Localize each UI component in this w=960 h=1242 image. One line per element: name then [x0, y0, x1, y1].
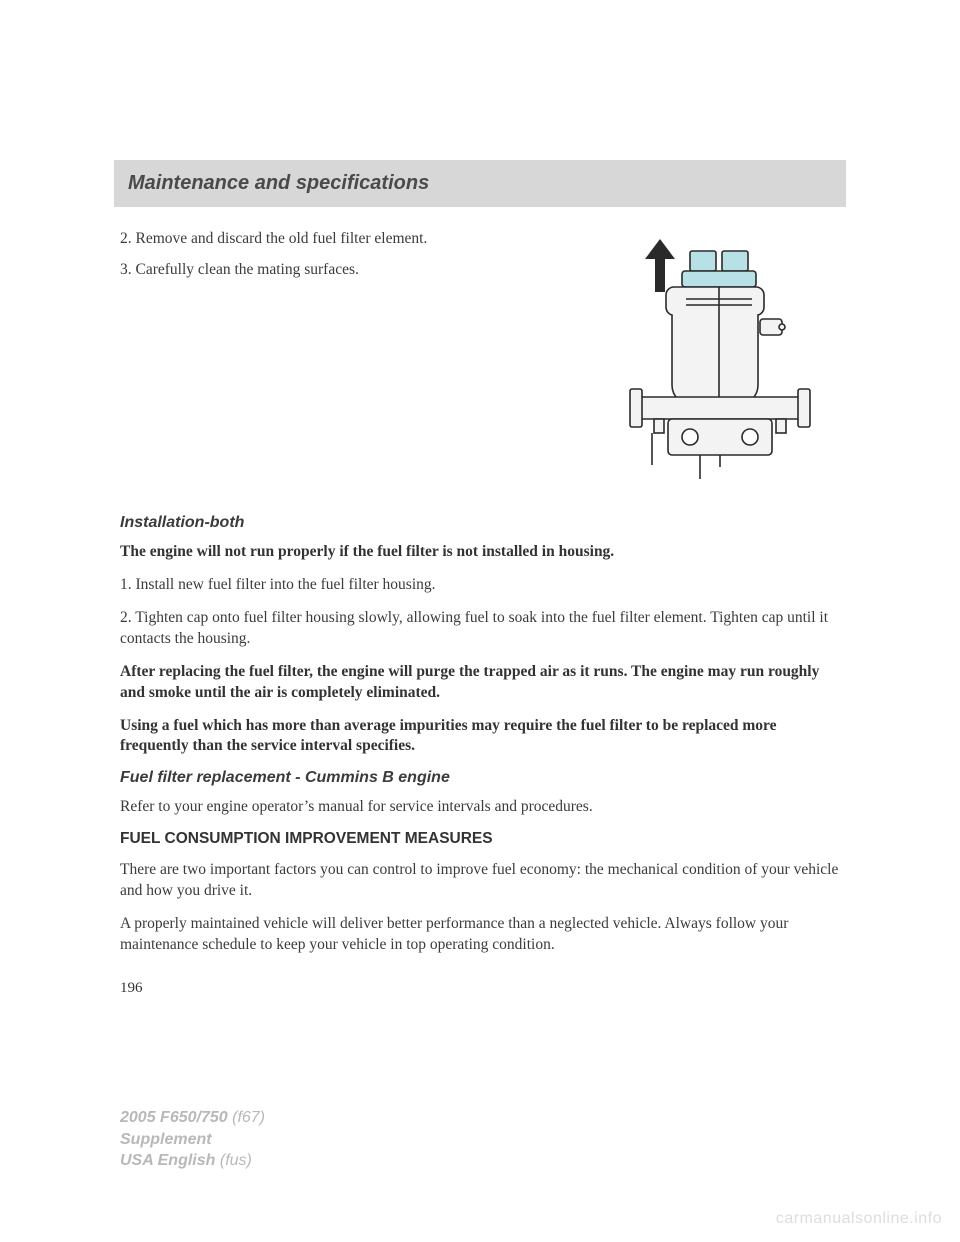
fuel-consumption-heading: FUEL CONSUMPTION IMPROVEMENT MEASURES: [120, 830, 840, 848]
fuel-consumption-p1: There are two important factors you can …: [120, 860, 840, 902]
step-2: 2. Remove and discard the old fuel filte…: [120, 229, 580, 250]
fuel-filter-svg: [600, 229, 840, 494]
fuel-consumption-p2: A properly maintained vehicle will deliv…: [120, 914, 840, 956]
installation-step-2: 2. Tighten cap onto fuel filter housing …: [120, 608, 840, 650]
installation-warning-3: Using a fuel which has more than average…: [120, 716, 840, 758]
step-with-figure: 2. Remove and discard the old fuel filte…: [120, 229, 840, 494]
step-text-column: 2. Remove and discard the old fuel filte…: [120, 229, 580, 494]
up-arrow-icon: [645, 239, 675, 292]
footer-lang: USA English: [120, 1152, 215, 1169]
installation-warning-2: After replacing the fuel filter, the eng…: [120, 662, 840, 704]
cummins-body: Refer to your engine operator’s manual f…: [120, 797, 840, 818]
fuel-filter-figure: [600, 229, 840, 494]
installation-warning-1: The engine will not run properly if the …: [120, 542, 840, 563]
footer-line-2: Supplement: [120, 1129, 265, 1151]
footer-line-3: USA English (fus): [120, 1150, 265, 1172]
footer: 2005 F650/750 (f67) Supplement USA Engli…: [120, 1107, 265, 1172]
footer-model: 2005 F650/750: [120, 1109, 228, 1126]
manual-page: Maintenance and specifications 2. Remove…: [0, 0, 960, 1242]
page-number: 196: [120, 980, 840, 997]
installation-step-1: 1. Install new fuel filter into the fuel…: [120, 575, 840, 596]
watermark: carmanualsonline.info: [776, 1210, 942, 1228]
installation-heading: Installation-both: [120, 514, 840, 532]
section-header: Maintenance and specifications: [114, 160, 846, 207]
footer-code-2: (fus): [220, 1152, 252, 1169]
step-3: 3. Carefully clean the mating surfaces.: [120, 260, 580, 281]
cummins-heading: Fuel filter replacement - Cummins B engi…: [120, 769, 840, 787]
section-title: Maintenance and specifications: [128, 172, 429, 194]
footer-line-1: 2005 F650/750 (f67): [120, 1107, 265, 1129]
footer-code-1: (f67): [232, 1109, 265, 1126]
